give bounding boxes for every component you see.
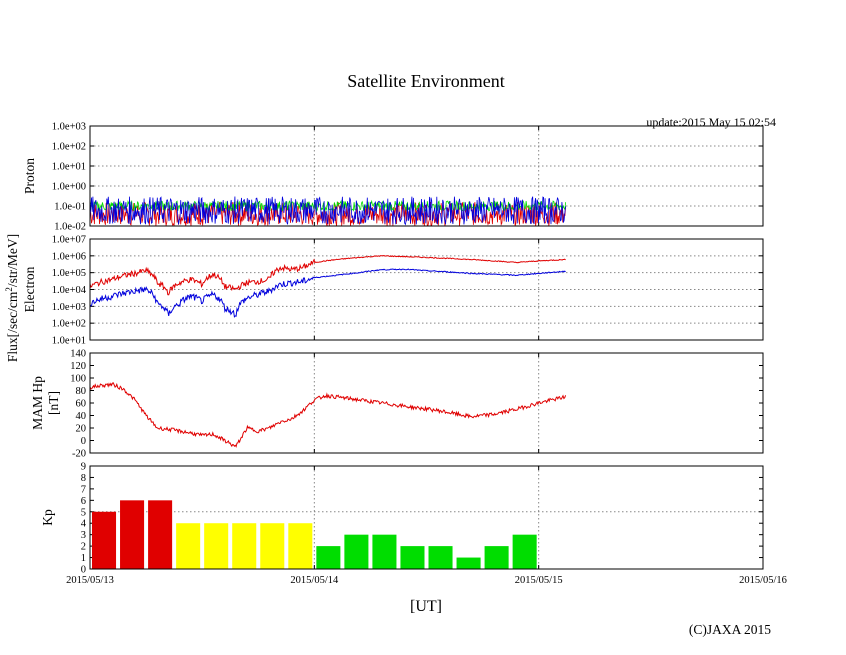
y-tick-label-3-0: 0 xyxy=(81,565,86,576)
y-tick-label-3-1: 1 xyxy=(81,553,86,564)
proton-series-blue xyxy=(89,196,566,226)
y-tick-label-2-7: 120 xyxy=(70,361,86,372)
x-tick-label-3: 2015/05/16 xyxy=(739,575,787,586)
y-tick-label-3-2: 2 xyxy=(81,542,86,553)
y-tick-label-2-6: 100 xyxy=(70,374,86,385)
electron-series-red xyxy=(89,254,566,296)
y-tick-label-1-3: 1.0e+04 xyxy=(52,285,87,296)
y-axis-label-electron-0: Electron xyxy=(22,266,37,312)
panel-frame-electron xyxy=(89,238,764,341)
electron-series-blue xyxy=(89,268,566,318)
kp-bar-7 xyxy=(288,523,313,569)
kp-bar-5 xyxy=(232,523,257,569)
x-tick-label-1: 2015/05/14 xyxy=(290,575,339,586)
y-tick-label-2-2: 20 xyxy=(76,424,87,435)
y-tick-label-3-9: 9 xyxy=(81,462,86,473)
y-tick-label-3-5: 5 xyxy=(81,507,86,518)
kp-bar-4 xyxy=(204,523,229,569)
y-tick-label-0-3: 1.0e+01 xyxy=(52,162,86,173)
y-tick-label-0-2: 1.0e+00 xyxy=(52,182,86,193)
copyright: (C)JAXA 2015 xyxy=(689,622,771,637)
y-tick-label-1-0: 1.0e+01 xyxy=(52,336,86,347)
chart-title: Satellite Environment xyxy=(347,71,504,91)
y-tick-label-3-6: 6 xyxy=(81,496,86,507)
y-tick-label-0-0: 1.0e-02 xyxy=(54,222,86,233)
update-timestamp: update:2015 May 15 02:54 xyxy=(646,115,776,129)
y-tick-label-1-4: 1.0e+05 xyxy=(52,268,86,279)
y-tick-label-0-4: 1.0e+02 xyxy=(52,142,86,153)
y-axis-label-magnetometer-1: [nT] xyxy=(46,391,61,415)
x-axis-label: [UT] xyxy=(410,598,442,615)
kp-bar-6 xyxy=(260,523,285,569)
kp-bar-2 xyxy=(148,500,173,569)
kp-bar-1 xyxy=(120,500,145,569)
y-tick-label-1-6: 1.0e+07 xyxy=(52,235,86,246)
y-tick-label-2-8: 140 xyxy=(70,349,86,360)
panel-frame-magnetometer xyxy=(89,352,764,454)
y-tick-label-2-1: 0 xyxy=(81,436,86,447)
panel-frame-proton xyxy=(89,125,764,227)
y-tick-label-2-3: 40 xyxy=(76,411,87,422)
kp-bar-9 xyxy=(344,534,369,569)
kp-bar-8 xyxy=(316,546,341,569)
y-tick-label-1-5: 1.0e+06 xyxy=(52,251,86,262)
y-axis-label-proton-0: Proton xyxy=(22,158,37,194)
y-tick-label-2-0: -20 xyxy=(72,449,86,460)
y-tick-label-2-4: 60 xyxy=(76,399,87,410)
kp-bar-15 xyxy=(512,534,537,569)
kp-bar-13 xyxy=(456,557,481,569)
x-tick-label-0: 2015/05/13 xyxy=(66,575,114,586)
y-tick-label-1-1: 1.0e+02 xyxy=(52,319,86,330)
y-tick-label-1-2: 1.0e+03 xyxy=(52,302,86,313)
y-tick-label-3-7: 7 xyxy=(81,484,86,495)
y-tick-label-3-3: 3 xyxy=(81,530,86,541)
y-tick-label-2-5: 80 xyxy=(76,386,87,397)
flux-axis-label: Flux[/sec/cm2/str/MeV] xyxy=(4,234,20,362)
y-axis-label-magnetometer-0: MAM Hp xyxy=(30,376,45,430)
kp-bar-14 xyxy=(484,546,509,569)
kp-bar-12 xyxy=(428,546,453,569)
y-tick-label-3-4: 4 xyxy=(81,519,87,530)
kp-bar-3 xyxy=(176,523,201,569)
x-tick-label-2: 2015/05/15 xyxy=(515,575,563,586)
magnetometer-series-red xyxy=(89,382,567,448)
kp-bar-0 xyxy=(92,511,117,569)
y-axis-label-kp-0: Kp xyxy=(40,509,55,526)
panel-frame-kp xyxy=(89,465,764,570)
y-tick-label-0-5: 1.0e+03 xyxy=(52,122,86,133)
y-tick-label-3-8: 8 xyxy=(81,473,86,484)
kp-bar-11 xyxy=(400,546,425,569)
kp-bar-10 xyxy=(372,534,397,569)
y-tick-label-0-1: 1.0e-01 xyxy=(54,202,86,213)
